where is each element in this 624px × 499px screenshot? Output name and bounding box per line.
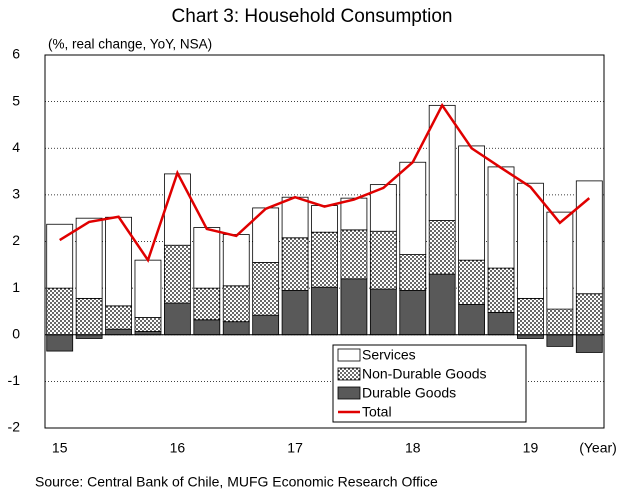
bar-segment bbox=[546, 211, 574, 310]
bar-segment bbox=[340, 229, 368, 280]
x-tick-label: 18 bbox=[405, 440, 421, 456]
bar-segment bbox=[134, 317, 162, 332]
chart-title: Chart 3: Household Consumption bbox=[172, 6, 453, 27]
bar-segment bbox=[193, 319, 221, 336]
bar-segment bbox=[163, 173, 191, 246]
bar-segment bbox=[222, 285, 250, 323]
x-tick-label: 15 bbox=[52, 440, 68, 456]
bar-segment bbox=[311, 231, 338, 288]
y-tick-label: 6 bbox=[12, 46, 20, 62]
bar-segment bbox=[281, 290, 309, 336]
bar-segment bbox=[163, 302, 191, 336]
total-line bbox=[59, 102, 591, 263]
bar-segment bbox=[311, 205, 338, 233]
y-tick-label: 5 bbox=[12, 92, 20, 108]
legend-label: Total bbox=[362, 404, 392, 420]
bar-segment bbox=[193, 287, 221, 321]
plot-frame bbox=[44, 54, 605, 429]
bar-segment bbox=[222, 321, 250, 336]
bar-segment bbox=[75, 334, 103, 339]
legend-label: Durable Goods bbox=[362, 385, 456, 401]
source: Source: Central Bank of Chile, MUFG Econ… bbox=[35, 474, 438, 490]
bar-segment bbox=[458, 304, 486, 336]
y-tick-label: -1 bbox=[8, 372, 21, 388]
bar-segment bbox=[575, 293, 603, 336]
bar-segment bbox=[399, 290, 427, 336]
bar-segment bbox=[575, 180, 603, 295]
bar-segment bbox=[487, 166, 515, 269]
bar-segment bbox=[369, 230, 397, 290]
bar-segment bbox=[311, 286, 338, 336]
legend-label: Services bbox=[362, 347, 416, 363]
legend-swatch bbox=[337, 348, 361, 362]
bar-segment bbox=[281, 196, 309, 239]
bar-segment bbox=[428, 273, 456, 336]
bar-segment bbox=[222, 234, 250, 287]
bar-segment bbox=[252, 314, 280, 336]
bar-segment bbox=[517, 334, 544, 339]
bar-segment bbox=[105, 216, 132, 307]
bar-segment bbox=[281, 237, 309, 291]
bar-segment bbox=[340, 278, 368, 336]
y-tick-label: 3 bbox=[12, 186, 20, 202]
bar-segment bbox=[369, 288, 397, 336]
bar-segment bbox=[163, 244, 191, 304]
bar-segment bbox=[193, 227, 221, 289]
x-tick-label: 16 bbox=[170, 440, 186, 456]
y-tick-label: 1 bbox=[12, 279, 20, 295]
bar-segment bbox=[75, 297, 103, 336]
bar-segment bbox=[75, 217, 103, 299]
bar-segment bbox=[575, 334, 603, 353]
bar-segment bbox=[458, 259, 486, 305]
y-tick-label: 0 bbox=[12, 325, 20, 341]
x-tick-label: 17 bbox=[287, 440, 303, 456]
bar-segment bbox=[105, 305, 132, 330]
legend-swatch bbox=[337, 367, 361, 381]
bar-segment bbox=[134, 259, 162, 318]
bar-segment bbox=[340, 197, 368, 231]
bar-segment bbox=[487, 267, 515, 313]
bar-segment bbox=[252, 262, 280, 316]
bar-segment bbox=[105, 328, 132, 336]
x-axis-label: (Year) bbox=[579, 440, 617, 456]
bar-segment bbox=[487, 311, 515, 336]
y-tick-label: 4 bbox=[12, 139, 20, 155]
legend-swatch bbox=[337, 386, 361, 400]
bar-segment bbox=[399, 161, 427, 255]
bar-segment bbox=[517, 182, 544, 299]
bar-segment bbox=[46, 287, 74, 336]
bar-segment bbox=[399, 254, 427, 291]
x-tick-label: 19 bbox=[523, 440, 539, 456]
bar-segment bbox=[546, 308, 574, 336]
unit-label: (%, real change, YoY, NSA) bbox=[48, 37, 212, 52]
bar-segment bbox=[46, 334, 74, 352]
bar-segment bbox=[517, 297, 544, 336]
legend-label: Non-Durable Goods bbox=[362, 366, 487, 382]
bar-segment bbox=[458, 145, 486, 261]
legend-box bbox=[332, 344, 527, 423]
bar-segment bbox=[546, 334, 574, 347]
y-tick-label: 2 bbox=[12, 232, 20, 248]
y-tick-label: -2 bbox=[8, 419, 21, 435]
bar-segment bbox=[428, 220, 456, 275]
